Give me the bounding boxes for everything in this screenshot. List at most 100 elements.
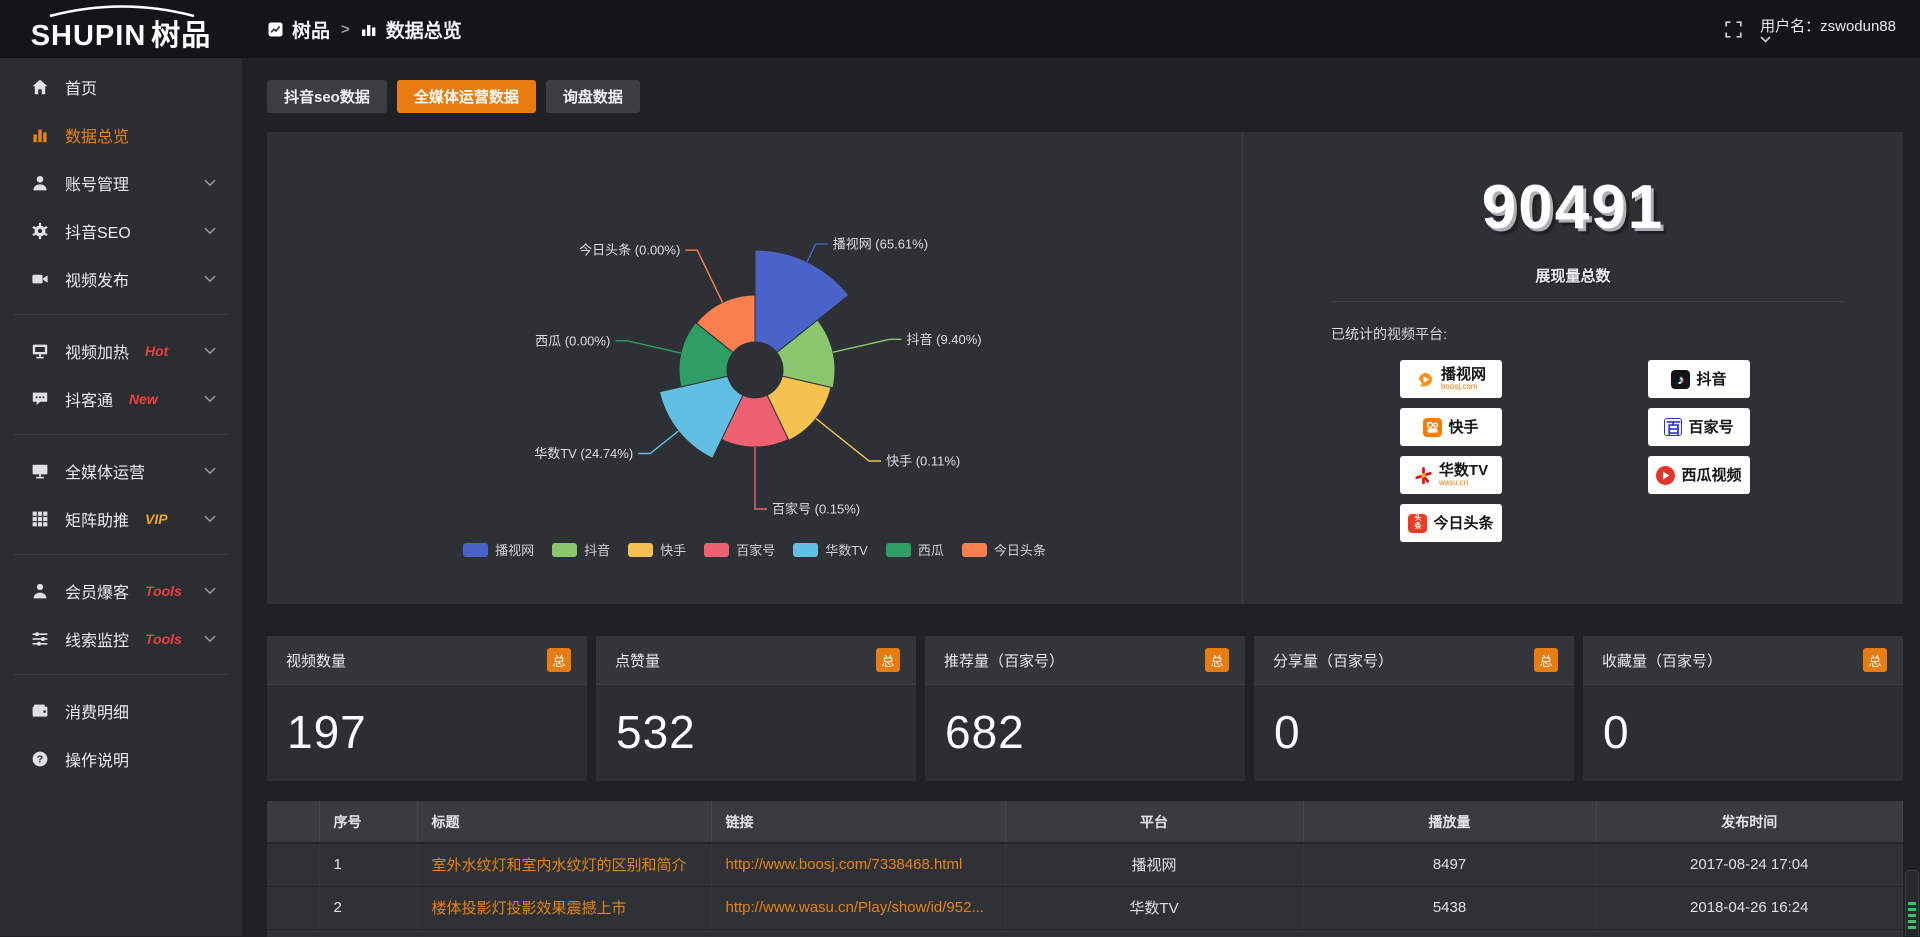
pie-label-5: 西瓜 (0.00%) [535,333,610,348]
row-select-cell [267,843,319,886]
legend-item-1[interactable]: 抖音 [552,540,610,559]
row-plays: 8497 [1303,843,1596,886]
row-platform: 播视网 [1005,843,1303,886]
pie-label-line-1 [833,339,902,352]
legend-item-6[interactable]: 今日头条 [962,540,1046,559]
pie-label-line-0 [807,244,828,262]
sidebar-item-doukertong[interactable]: 抖客通 New [0,375,242,423]
stat-card-favorites: 收藏量（百家号） 总 0 [1583,636,1903,781]
home-icon [31,78,49,96]
user-menu[interactable]: 用户名：zswodun88 [1760,15,1898,43]
sidebar-item-consume-detail[interactable]: 消费明细 [0,687,242,735]
legend-item-3[interactable]: 百家号 [704,540,775,559]
platform-badge-kuaishou[interactable]: 快手 [1400,408,1502,446]
stat-total-badge[interactable]: 总 [547,648,571,672]
stat-total-badge[interactable]: 总 [1863,648,1887,672]
breadcrumb-home[interactable]: 树品 [292,16,330,43]
stat-title: 收藏量（百家号） [1602,650,1722,671]
pie-label-0: 播视网 (65.61%) [833,236,928,251]
fullscreen-icon[interactable] [1725,21,1742,38]
sidebar-item-label: 视频加热 [65,339,129,363]
legend-item-0[interactable]: 播视网 [463,540,534,559]
sidebar-item-home[interactable]: 首页 [0,63,242,111]
rose-chart: 播视网 (65.61%)抖音 (9.40%)快手 (0.11%)百家号 (0.1… [267,132,1242,604]
stat-total-badge[interactable]: 总 [1205,648,1229,672]
pie-label-line-2 [816,419,881,461]
platform-name: 百家号 [1688,420,1733,435]
sidebar-item-label: 抖音SEO [65,219,131,243]
video-url-link[interactable]: http://www.boosj.com/7338468.html [726,856,963,873]
sidebar-item-label: 抖客通 [65,387,113,411]
breadcrumb-current: 数据总览 [386,16,462,43]
legend-swatch [552,543,577,557]
sidebar-item-video-publish[interactable]: 视频发布 [0,255,242,303]
col-link: 链接 [711,801,1005,843]
legend-item-4[interactable]: 华数TV [793,540,868,559]
stat-title: 推荐量（百家号） [944,650,1064,671]
tab-media-ops-data[interactable]: 全媒体运营数据 [397,80,536,113]
stat-total-badge[interactable]: 总 [876,648,900,672]
legend-label: 华数TV [825,540,868,559]
col-platform: 平台 [1005,801,1303,843]
sidebar-item-media-ops[interactable]: 全媒体运营 [0,447,242,495]
table-header-row: 序号标题链接平台播放量发布时间 [267,801,1903,843]
chevron-down-icon [204,635,216,643]
rose-chart-svg: 播视网 (65.61%)抖音 (9.40%)快手 (0.11%)百家号 (0.1… [267,132,1242,536]
legend-item-5[interactable]: 西瓜 [886,540,944,559]
platform-badge-douyin[interactable]: ♪抖音 [1648,360,1750,398]
legend-item-2[interactable]: 快手 [628,540,686,559]
stat-total-badge[interactable]: 总 [1534,648,1558,672]
user-chevron-down-icon [1760,36,1898,43]
sidebar-item-help[interactable]: ?操作说明 [0,735,242,783]
sidebar-item-data-overview[interactable]: 数据总览 [0,111,242,159]
monitor-icon [31,462,49,480]
platform-badge-toutiao[interactable]: 头条今日头条 [1400,504,1502,542]
sidebar-item-tag: New [129,391,158,407]
platform-badges-right: ♪抖音百百家号西瓜视频 [1648,360,1750,542]
platform-badge-xigua[interactable]: 西瓜视频 [1648,456,1750,494]
video-title-link[interactable]: 楼体投影灯投影效果震撼上市 [432,900,627,917]
toutiao-logo-icon: 头条 [1408,514,1427,533]
video-title-link[interactable]: 室外水纹灯和室内水纹灯的区别和简介 [432,857,687,874]
platform-caption: wasu.cn [1439,478,1468,487]
total-impressions-value: 90491 [1243,172,1903,243]
sidebar-item-label: 全媒体运营 [65,459,145,483]
sidebar-item-label: 账号管理 [65,171,129,195]
sidebar-item-label: 矩阵助推 [65,507,129,531]
pie-label-line-3 [755,447,767,509]
select-all-header [267,801,319,843]
video-url-link[interactable]: http://www.wasu.cn/Play/show/id/952... [726,899,984,916]
stat-value: 0 [1583,685,1903,759]
pie-label-4: 华数TV (24.74%) [534,446,633,461]
legend-label: 百家号 [736,540,775,559]
sidebar-divider [14,434,228,435]
scroll-widget[interactable] [1905,870,1919,936]
username: zswodun88 [1820,18,1896,35]
platform-name: 抖音 [1696,372,1726,387]
sidebar-item-account[interactable]: 账号管理 [0,159,242,207]
legend-swatch [463,543,488,557]
tab-douyin-seo-data[interactable]: 抖音seo数据 [267,80,387,113]
platform-badge-baijiahao[interactable]: 百百家号 [1648,408,1750,446]
stat-title: 分享量（百家号） [1273,650,1393,671]
sidebar-item-douyin-seo[interactable]: 抖音SEO [0,207,242,255]
tab-inquiry-data[interactable]: 询盘数据 [546,80,640,113]
pie-slice-4[interactable] [660,376,743,458]
col-title: 标题 [417,801,711,843]
platform-name: 华数TV [1439,463,1488,478]
chevron-down-icon [204,275,216,283]
